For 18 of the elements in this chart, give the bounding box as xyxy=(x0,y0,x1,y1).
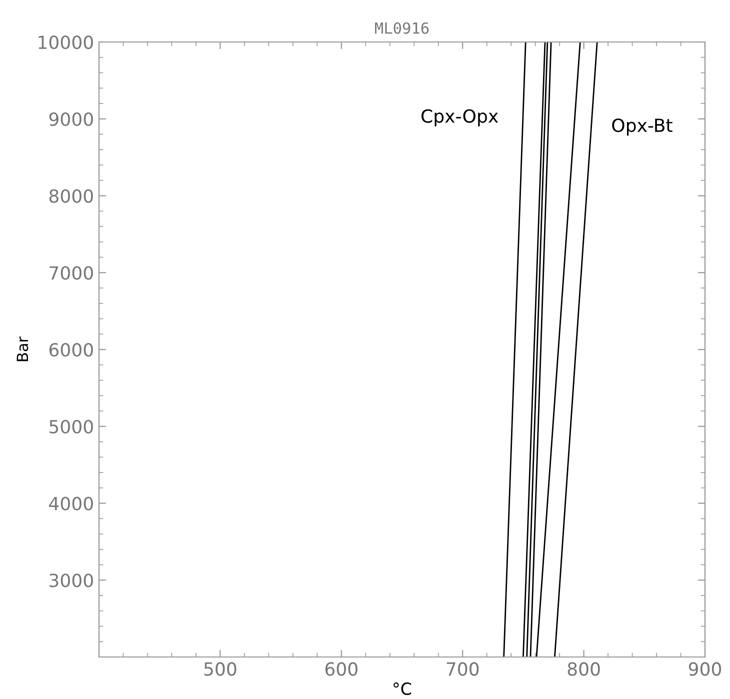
x-tick-label: 600 xyxy=(325,662,358,676)
x-axis-title: °C xyxy=(394,682,412,696)
x-tick-label: 900 xyxy=(688,662,722,676)
y-tick-label: 6000 xyxy=(49,342,93,357)
x-tick-label: 700 xyxy=(446,662,479,676)
y-axis-title: Bar xyxy=(16,336,28,362)
y-tick-label: 4000 xyxy=(49,496,93,510)
y-tick-label: 8000 xyxy=(49,189,93,203)
annotation: Cpx-Opx xyxy=(422,109,498,126)
x-tick-label: 800 xyxy=(568,662,600,676)
x-tick-label: 500 xyxy=(204,662,236,676)
annotation: Opx-Bt xyxy=(612,118,672,136)
y-tick-label: 9000 xyxy=(49,112,93,126)
y-tick-label: 3000 xyxy=(50,574,93,588)
y-tick-label: 7000 xyxy=(50,266,93,280)
y-tick-label: 5000 xyxy=(50,420,93,434)
y-tick-label: 10000 xyxy=(38,35,93,50)
chart-title: ML0916 xyxy=(375,22,429,34)
